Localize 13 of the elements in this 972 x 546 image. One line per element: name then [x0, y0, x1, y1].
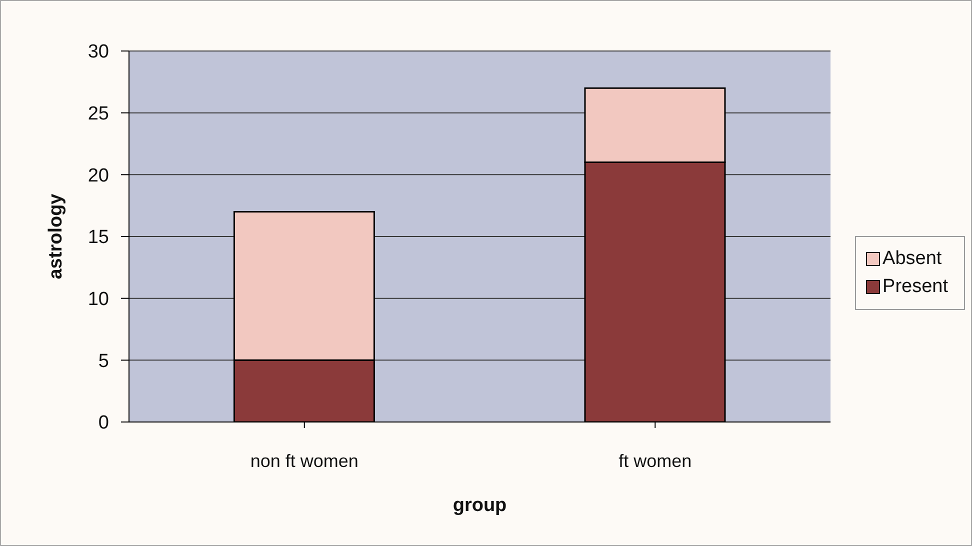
x-axis-title: group [452, 495, 507, 516]
y-tick-label: 15 [88, 227, 109, 248]
y-axis-title: astrology [46, 193, 67, 280]
y-tick-label: 30 [88, 42, 109, 63]
legend-label: Present [882, 275, 948, 299]
y-tick-label: 25 [88, 104, 109, 125]
y-tick-label: 5 [98, 350, 109, 372]
y-tick-label: 0 [98, 412, 109, 434]
x-tick-label: ft women [618, 450, 692, 471]
x-tick-label: non ft women [250, 450, 358, 471]
y-tick-label: 20 [88, 165, 109, 186]
y-tick-label: 10 [88, 289, 109, 310]
legend-label: Absent [882, 247, 942, 271]
